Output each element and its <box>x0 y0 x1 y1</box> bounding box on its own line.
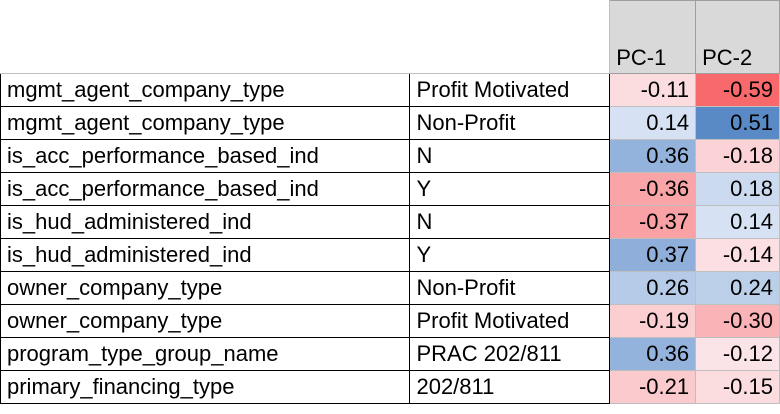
feature-name-cell[interactable]: is_hud_administered_ind <box>0 205 411 239</box>
header-blank-cell[interactable] <box>409 0 611 74</box>
pc2-cell[interactable]: -0.14 <box>695 238 780 272</box>
pc2-cell[interactable]: 0.51 <box>695 106 780 140</box>
pc1-cell[interactable]: 0.14 <box>609 106 697 140</box>
pc1-cell[interactable]: -0.36 <box>609 172 697 206</box>
pc1-cell[interactable]: -0.11 <box>609 73 697 107</box>
feature-value-cell[interactable]: 202/811 <box>409 370 611 404</box>
feature-name-cell[interactable]: mgmt_agent_company_type <box>0 73 411 107</box>
feature-value-cell[interactable]: Profit Motivated <box>409 73 611 107</box>
table-row: primary_financing_type 202/811 -0.21 -0.15 <box>0 370 780 404</box>
feature-name-cell[interactable]: is_acc_performance_based_ind <box>0 172 411 206</box>
pc2-cell[interactable]: 0.14 <box>695 205 780 239</box>
feature-value-cell[interactable]: N <box>409 139 611 173</box>
pc1-cell[interactable]: 0.37 <box>609 238 697 272</box>
header-row: PC-1 PC-2 <box>0 0 780 74</box>
feature-name-cell[interactable]: program_type_group_name <box>0 337 411 371</box>
pc1-cell[interactable]: -0.37 <box>609 205 697 239</box>
table-row: mgmt_agent_company_type Profit Motivated -… <box>0 73 780 107</box>
table-row: mgmt_agent_company_type Non-Profit 0.14 0.5… <box>0 106 780 140</box>
feature-value-cell[interactable]: Y <box>409 172 611 206</box>
table-row: is_hud_administered_ind N -0.37 0.14 <box>0 205 780 239</box>
feature-name-cell[interactable]: owner_company_type <box>0 304 411 338</box>
pc1-cell[interactable]: 0.26 <box>609 271 697 305</box>
pc2-cell[interactable]: -0.30 <box>695 304 780 338</box>
table-row: owner_company_type Profit Motivated -0.19-… <box>0 304 780 338</box>
feature-value-cell[interactable]: Non-Profit <box>409 271 611 305</box>
pc2-cell[interactable]: -0.15 <box>695 370 780 404</box>
pc1-cell[interactable]: 0.36 <box>609 337 697 371</box>
table-row: is_acc_performance_based_ind N 0.36 -0.18 <box>0 139 780 173</box>
pc1-cell[interactable]: -0.19 <box>609 304 697 338</box>
table-row: program_type_group_name PRAC 202/811 0.36-… <box>0 337 780 371</box>
pc2-cell[interactable]: -0.59 <box>695 73 780 107</box>
pca-loadings-table: PC-1 PC-2 mgmt_agent_company_type Profit … <box>0 0 780 404</box>
pc1-cell[interactable]: 0.36 <box>609 139 697 173</box>
pc2-cell[interactable]: -0.18 <box>695 139 780 173</box>
pc2-cell[interactable]: 0.18 <box>695 172 780 206</box>
feature-value-cell[interactable]: Non-Profit <box>409 106 611 140</box>
feature-value-cell[interactable]: Profit Motivated <box>409 304 611 338</box>
header-blank-cell[interactable] <box>0 0 410 74</box>
feature-name-cell[interactable]: is_hud_administered_ind <box>0 238 411 272</box>
feature-name-cell[interactable]: mgmt_agent_company_type <box>0 106 411 140</box>
table-row: owner_company_type Non-Profit 0.26 0.24 <box>0 271 780 305</box>
table-row: is_hud_administered_ind Y 0.37 -0.14 <box>0 238 780 272</box>
pc2-cell[interactable]: -0.12 <box>695 337 780 371</box>
feature-value-cell[interactable]: PRAC 202/811 <box>409 337 611 371</box>
feature-name-cell[interactable]: primary_financing_type <box>0 370 411 404</box>
pc2-cell[interactable]: 0.24 <box>695 271 780 305</box>
feature-value-cell[interactable]: Y <box>409 238 611 272</box>
pc1-cell[interactable]: -0.21 <box>609 370 697 404</box>
header-pc2[interactable]: PC-2 <box>695 0 780 74</box>
feature-name-cell[interactable]: is_acc_performance_based_ind <box>0 139 411 173</box>
table-row: is_acc_performance_based_ind Y -0.36 0.18 <box>0 172 780 206</box>
feature-value-cell[interactable]: N <box>409 205 611 239</box>
feature-name-cell[interactable]: owner_company_type <box>0 271 411 305</box>
header-pc1[interactable]: PC-1 <box>609 0 697 74</box>
